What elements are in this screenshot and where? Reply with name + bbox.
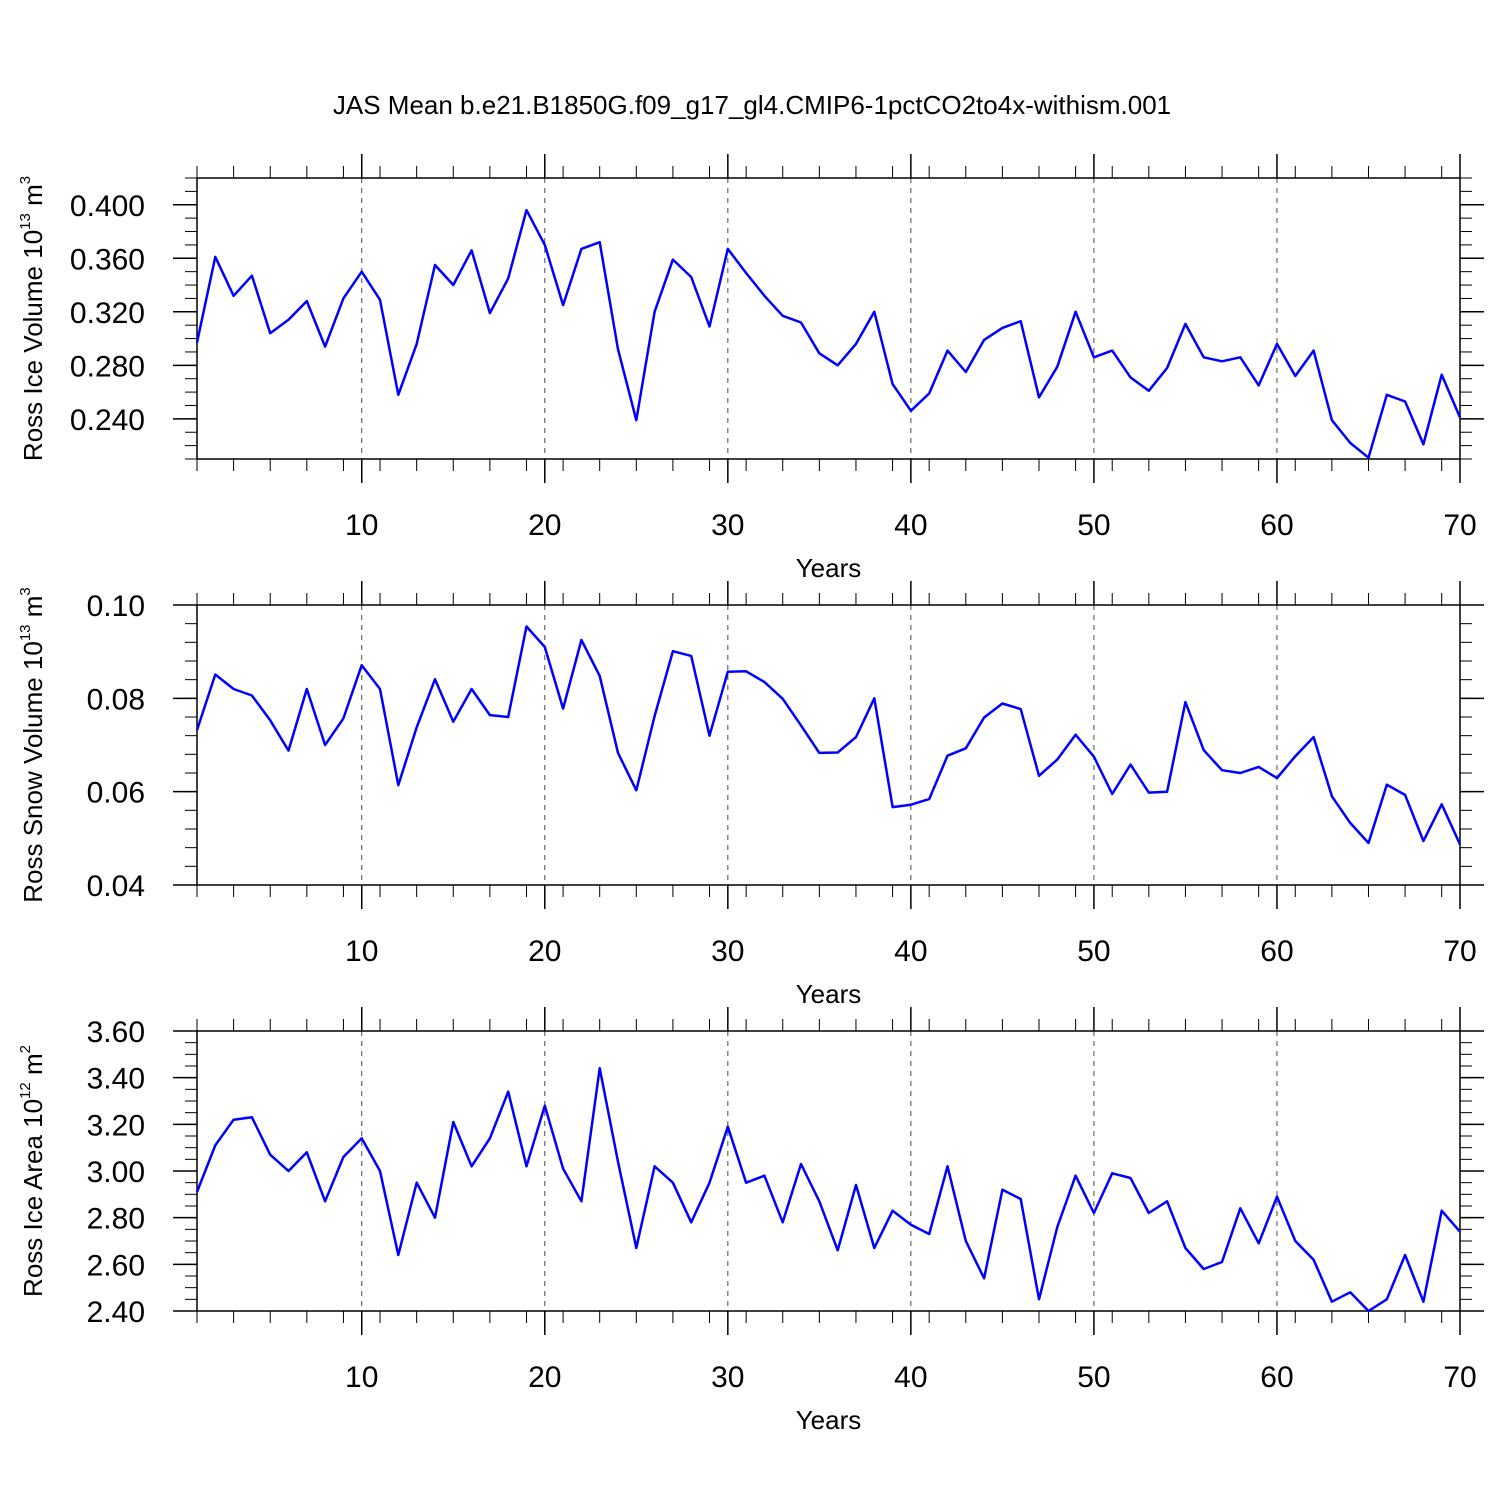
x-tick-label: 60 <box>1260 1361 1293 1394</box>
y-tick-label: 2.80 <box>87 1203 145 1236</box>
y-tick-label: 3.60 <box>87 1016 145 1049</box>
y-tick-label: 0.04 <box>87 870 145 903</box>
plot-frame <box>196 1030 1461 1312</box>
y-tick-label: 3.00 <box>87 1156 145 1189</box>
x-tick-label: 30 <box>711 1361 744 1394</box>
panels: 10 20 30 40 50 60 70 0.240 0.280 0.320 0.360 0.400 Y… <box>17 154 1484 1435</box>
y-tick-label: 0.240 <box>70 404 145 437</box>
y-tick-label: 0.360 <box>70 243 145 276</box>
panel-2: 10 20 30 40 50 60 70 0.04 0.06 0.08 0.10 Years Ross … <box>17 581 1484 1009</box>
x-tick-label: 20 <box>528 509 561 542</box>
y-tick-label: 0.08 <box>87 683 145 716</box>
chart-title: JAS Mean b.e21.B1850G.f09_g17_gl4.CMIP6-… <box>333 90 1171 120</box>
x-tick-label: 50 <box>1077 509 1110 542</box>
x-axis-title: Years <box>796 1405 862 1435</box>
series-line <box>195 625 1462 845</box>
plot-frame <box>196 604 1461 886</box>
series-line <box>195 208 1462 459</box>
panel-1: 10 20 30 40 50 60 70 0.240 0.280 0.320 0.360 0.400 Y… <box>17 154 1484 583</box>
x-tick-label: 70 <box>1443 509 1476 542</box>
x-tick-label: 30 <box>711 935 744 968</box>
x-tick-label: 70 <box>1443 1361 1476 1394</box>
y-axis-title: Ross Ice Volume 1013 m3 <box>17 176 48 461</box>
x-axis-title: Years <box>796 553 862 583</box>
y-tick-label: 0.320 <box>70 297 145 330</box>
x-tick-label: 20 <box>528 1361 561 1394</box>
x-tick-label: 10 <box>345 1361 378 1394</box>
y-tick-label: 0.280 <box>70 350 145 383</box>
y-tick-label: 3.40 <box>87 1063 145 1096</box>
x-tick-label: 40 <box>894 935 927 968</box>
x-tick-label: 70 <box>1443 935 1476 968</box>
x-tick-label: 60 <box>1260 935 1293 968</box>
x-tick-label: 40 <box>894 1361 927 1394</box>
y-tick-label: 0.10 <box>87 590 145 623</box>
x-tick-label: 10 <box>345 509 378 542</box>
x-tick-label: 30 <box>711 509 744 542</box>
y-axis-title: Ross Snow Volume 1013 m3 <box>17 587 48 903</box>
plot-frame <box>196 177 1461 460</box>
x-tick-label: 60 <box>1260 509 1293 542</box>
y-tick-label: 0.06 <box>87 777 145 810</box>
y-axis-title: Ross Ice Area 1012 m2 <box>17 1045 48 1297</box>
x-tick-label: 20 <box>528 935 561 968</box>
x-tick-label: 50 <box>1077 935 1110 968</box>
y-tick-label: 0.400 <box>70 190 145 223</box>
series-line <box>195 1067 1461 1313</box>
panel-3: 10 20 30 40 50 60 70 2.40 2.60 2.80 3.00 3.20 3.40 3.… <box>17 1007 1484 1435</box>
y-tick-label: 3.20 <box>87 1109 145 1142</box>
x-axis-title: Years <box>796 979 862 1009</box>
x-tick-label: 50 <box>1077 1361 1110 1394</box>
y-tick-label: 2.60 <box>87 1249 145 1282</box>
y-tick-label: 2.40 <box>87 1296 145 1329</box>
x-tick-label: 40 <box>894 509 927 542</box>
x-tick-label: 10 <box>345 935 378 968</box>
